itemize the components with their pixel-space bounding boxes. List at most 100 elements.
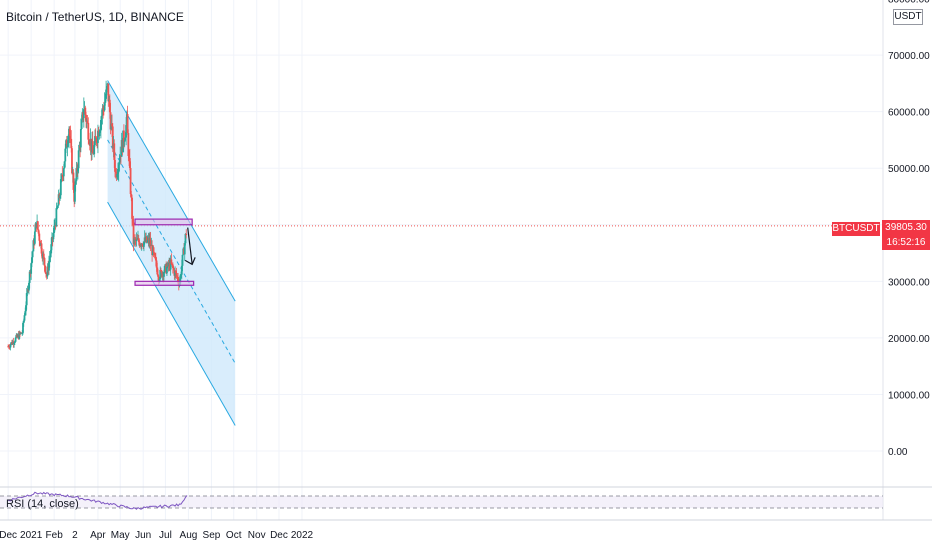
candle-body — [110, 123, 113, 130]
candle-body — [113, 143, 116, 160]
price-tick-label: 80000.00 — [888, 0, 930, 6]
candle-body — [157, 276, 160, 281]
candle — [26, 285, 29, 297]
candle-body — [26, 289, 29, 294]
candle — [110, 114, 113, 131]
candle-body — [36, 221, 39, 230]
candle-body — [127, 133, 130, 157]
candle-body — [160, 269, 162, 271]
candle-body — [55, 208, 58, 226]
candle — [74, 179, 77, 192]
candle-body — [116, 174, 119, 178]
candle-body — [108, 99, 111, 113]
candle-body — [176, 276, 179, 278]
candle-body — [132, 222, 135, 245]
candle-body — [31, 251, 34, 258]
candle-body — [33, 231, 36, 244]
symbol-price-label: BTCUSDT — [832, 222, 880, 236]
candle-body — [25, 305, 27, 312]
candle — [128, 148, 131, 171]
candle-body — [94, 136, 96, 146]
candle-body — [156, 267, 159, 275]
candle — [183, 241, 186, 261]
candle — [169, 255, 172, 276]
candle-body — [141, 243, 144, 246]
candle — [12, 337, 15, 348]
price-tick-label: 10000.00 — [888, 390, 930, 401]
candle-body — [183, 243, 186, 255]
candle-body — [146, 236, 148, 242]
candle — [53, 219, 56, 237]
candle-body — [87, 122, 90, 140]
candle-body — [56, 207, 59, 209]
candle-body — [9, 344, 12, 348]
candle-body — [105, 89, 107, 99]
last-price-label: 39805.30 16:52:16 — [882, 220, 930, 250]
candle-body — [111, 123, 113, 127]
rsi-indicator-label[interactable]: RSI (14, close) — [6, 498, 79, 510]
candle — [86, 114, 89, 124]
candle-body — [39, 240, 41, 246]
price-tick-label: 20000.00 — [888, 334, 930, 345]
candle-body — [48, 257, 51, 262]
candle-body — [163, 272, 165, 277]
candle — [22, 321, 24, 335]
candle-body — [78, 145, 81, 151]
price-tick-label: 60000.00 — [888, 108, 930, 119]
candle-body — [31, 257, 33, 264]
candle — [101, 103, 104, 125]
candle-body — [44, 265, 47, 273]
candle-body — [13, 341, 16, 343]
candle-body — [67, 140, 70, 144]
candle-body — [22, 323, 24, 333]
candle-body — [85, 114, 87, 122]
candle-body — [93, 145, 96, 155]
candle-body — [172, 268, 175, 270]
candle-body — [143, 241, 145, 247]
time-tick-label: 2 — [72, 530, 78, 541]
candle-body — [101, 108, 104, 116]
time-axis: Dec 2021 Feb 2 Apr May Jun Jul Aug Sep Oct Nov Dec 20… — [0, 530, 314, 541]
candle — [61, 166, 64, 182]
candle — [31, 250, 34, 263]
currency-button[interactable]: USDT — [893, 9, 923, 25]
candle — [66, 135, 69, 157]
candle-body — [66, 143, 69, 148]
candle — [132, 215, 135, 252]
candle — [138, 239, 141, 248]
candle-body — [64, 148, 67, 162]
candle-body — [154, 258, 157, 261]
candle-body — [170, 259, 173, 264]
candle-body — [50, 244, 53, 254]
candle-body — [77, 168, 79, 172]
candle-body — [28, 282, 30, 291]
candle-body — [181, 254, 184, 266]
time-tick-label: Dec — [0, 530, 17, 541]
candle-body — [53, 225, 56, 234]
candle — [149, 232, 152, 252]
candle — [185, 229, 188, 239]
candle-body — [62, 176, 64, 178]
candle-body — [75, 167, 78, 182]
candle-body — [146, 240, 149, 242]
support-box — [134, 280, 195, 286]
candle-body — [137, 238, 140, 243]
channel-mid-line — [107, 139, 236, 364]
candle-body — [32, 240, 35, 252]
candle-body — [128, 158, 131, 169]
candle — [127, 129, 130, 162]
candle-body — [149, 238, 152, 246]
candle-body — [79, 128, 82, 148]
candle-body — [56, 205, 59, 208]
candle-body — [28, 271, 31, 283]
candle — [71, 145, 73, 175]
candle-body — [174, 271, 177, 273]
candle-body — [119, 155, 122, 162]
candle — [105, 86, 108, 96]
channel-upper-line — [107, 80, 236, 302]
candle-body — [48, 261, 50, 271]
candle-body — [158, 278, 161, 281]
price-tick-label: 50000.00 — [888, 164, 930, 175]
candle — [126, 105, 129, 134]
